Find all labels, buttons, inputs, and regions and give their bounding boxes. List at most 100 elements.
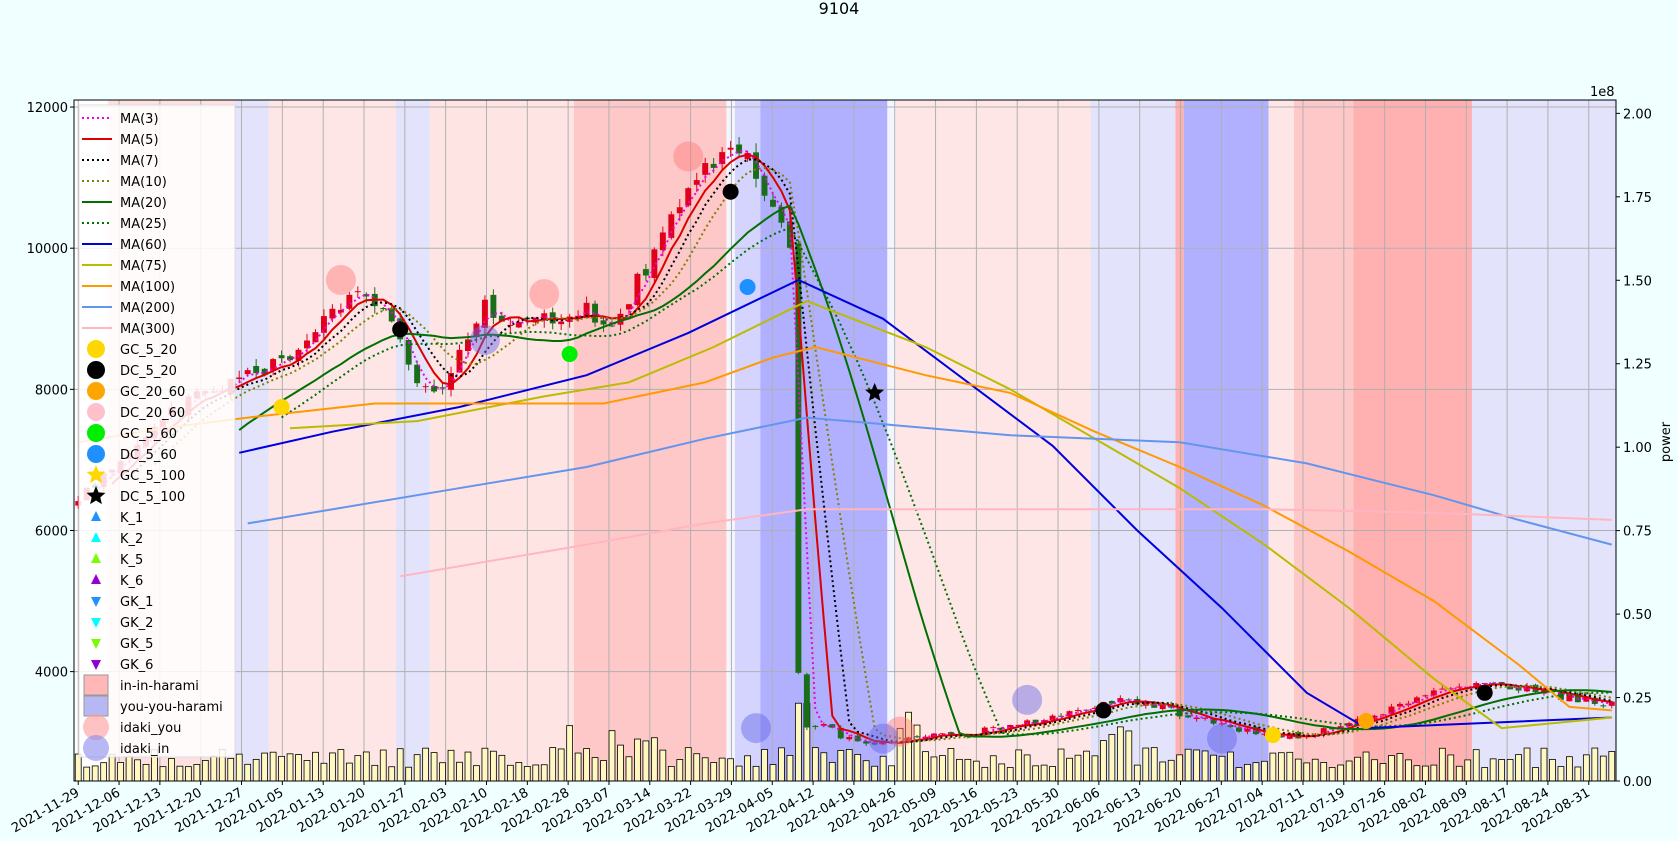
volume-bar: [735, 765, 743, 782]
candle-body: [473, 323, 480, 338]
legend-label: MA(5): [120, 133, 159, 148]
volume-bar: [676, 759, 684, 782]
volume-bar: [1023, 754, 1031, 782]
candle-body: [939, 733, 946, 735]
legend-marker: [86, 465, 106, 484]
ma-line: [289, 300, 1612, 730]
volume-bar: [600, 760, 607, 782]
volume-bar: [583, 748, 590, 782]
volume-bar: [405, 766, 413, 782]
volume-bar: [820, 752, 828, 782]
volume-bar: [1396, 753, 1404, 782]
volume-bar: [634, 738, 641, 782]
background-band: [1353, 100, 1472, 781]
background-band: [395, 100, 430, 781]
volume-bar: [1557, 766, 1565, 782]
candle-body: [1439, 688, 1446, 690]
candle-body: [337, 309, 344, 313]
legend-marker: [91, 618, 101, 628]
volume-bar: [752, 765, 760, 782]
candle-body: [592, 303, 599, 323]
candle-body: [625, 304, 632, 310]
left-tick-label: 4000: [35, 666, 68, 681]
candle-body: [829, 724, 836, 728]
volume-bar: [252, 758, 260, 782]
legend-marker: [87, 361, 105, 379]
right-tick-label: 0.75: [1623, 525, 1652, 540]
legend-marker: [86, 486, 106, 505]
legend-label: DC_5_100: [120, 490, 185, 505]
volume-bar: [1006, 767, 1014, 782]
volume-bar: [1405, 759, 1412, 782]
candle-body: [1524, 685, 1531, 692]
volume-bar: [1303, 762, 1311, 782]
volume-bar: [1286, 751, 1294, 782]
volume-bar: [532, 764, 540, 782]
volume-bar: [871, 765, 879, 782]
legend-marker: [87, 403, 105, 421]
legend-marker: [91, 660, 101, 670]
candle-body: [388, 308, 395, 322]
legend-label: GK_5: [120, 637, 153, 652]
volume-bar: [1591, 747, 1599, 782]
volume-bar: [1608, 751, 1616, 782]
volume-bar: [1472, 749, 1480, 782]
candle-body: [414, 364, 421, 384]
candle-body: [1396, 703, 1403, 707]
candle-body: [583, 302, 590, 319]
volume-bar: [286, 753, 294, 782]
volume-bar: [464, 751, 472, 782]
volume-bar: [549, 747, 557, 782]
candle-body: [854, 735, 861, 742]
volume-bar: [269, 751, 277, 782]
volume-bar: [540, 764, 548, 782]
volume-bar: [795, 702, 802, 782]
volume-bar: [1379, 763, 1387, 782]
legend-marker: [91, 574, 101, 584]
candle-body: [329, 308, 336, 319]
volume-bar: [168, 758, 175, 782]
legend-marker: [83, 674, 109, 696]
volume-bar: [1116, 726, 1124, 782]
volume-bar: [91, 765, 99, 782]
candle-body: [1413, 697, 1420, 703]
candle-body: [1320, 728, 1327, 735]
background-band: [760, 100, 888, 781]
volume-bar: [956, 758, 963, 782]
volume-bar: [261, 752, 268, 782]
volume-bar: [1413, 765, 1421, 782]
legend-marker: [91, 639, 101, 649]
candle-body: [1007, 725, 1014, 728]
legend-label: you-you-harami: [120, 700, 223, 715]
volume-bar: [1091, 755, 1099, 782]
candle-body: [837, 727, 844, 739]
candle-body: [1388, 706, 1395, 714]
legend-label: MA(20): [120, 196, 167, 211]
volume-bar: [761, 749, 768, 782]
legend-marker: [87, 424, 105, 442]
candle-body: [75, 501, 82, 506]
volume-bar: [922, 751, 929, 782]
candle-body: [761, 175, 768, 196]
candle-body: [1371, 715, 1378, 720]
volume-bar: [786, 755, 794, 782]
volume-bar: [1371, 759, 1378, 782]
event-marker: [741, 713, 772, 744]
candle-body: [727, 147, 734, 150]
candle-body: [1066, 711, 1073, 717]
volume-bar: [964, 758, 972, 782]
event-marker: [722, 183, 739, 200]
candle-body: [1591, 697, 1598, 704]
candle-body: [1261, 733, 1268, 735]
volume-bar: [939, 755, 946, 782]
volume-bar: [1032, 765, 1039, 782]
volume-bar: [430, 752, 438, 782]
candle-body: [1329, 728, 1336, 730]
candle-body: [981, 727, 988, 736]
candle-body: [532, 317, 539, 323]
ma-line: [238, 278, 1612, 730]
volume-bar: [693, 753, 701, 782]
legend-label: MA(7): [120, 154, 159, 169]
legend-label: GC_20_60: [120, 385, 185, 400]
volume-bar: [837, 750, 845, 782]
